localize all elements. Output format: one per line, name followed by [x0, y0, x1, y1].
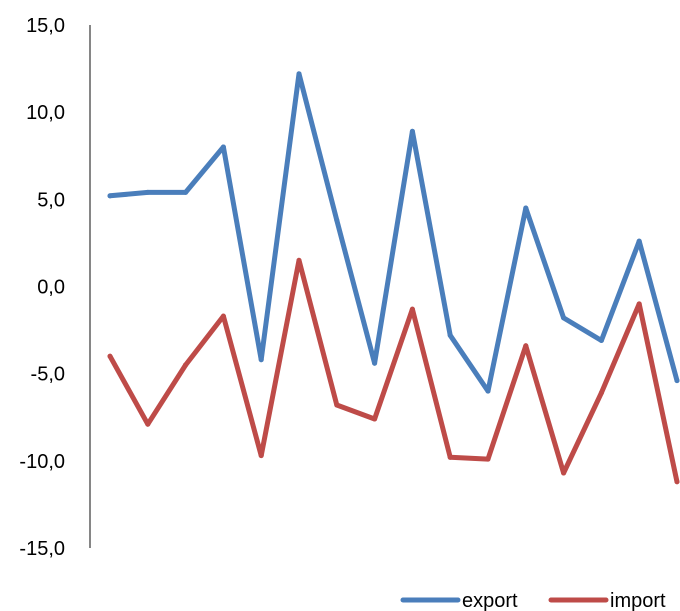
data-point-import — [637, 301, 642, 306]
data-point-import — [221, 314, 226, 319]
data-point-import — [145, 422, 150, 427]
data-point-export — [410, 129, 415, 134]
legend-item-import: import — [551, 590, 666, 611]
data-point-export — [637, 239, 642, 244]
data-point-export — [297, 71, 302, 76]
data-point-export — [486, 389, 491, 394]
y-tick-label: 0,0 — [37, 277, 65, 299]
data-point-import — [297, 258, 302, 263]
data-point-import — [259, 453, 264, 458]
data-point-export — [599, 338, 604, 343]
data-point-import — [486, 457, 491, 462]
series-line-import — [110, 260, 677, 482]
legend-item-export: export — [403, 590, 518, 611]
series-line-export — [110, 74, 677, 391]
y-axis: 15,0 10,0 5,0 0,0 -5,0 -10,0 -15,0 — [19, 15, 90, 560]
legend-label-export: export — [462, 590, 518, 611]
data-point-import — [334, 403, 339, 408]
y-tick-label: -5,0 — [31, 364, 65, 386]
legend-label-import: import — [610, 590, 666, 611]
data-point-export — [523, 206, 528, 211]
y-tick-label: 5,0 — [37, 189, 65, 211]
y-tick-label: -10,0 — [19, 451, 65, 473]
data-point-import — [675, 479, 680, 484]
y-tick-label: -15,0 — [19, 538, 65, 560]
data-point-import — [448, 455, 453, 460]
series-lines — [108, 71, 680, 484]
data-point-export — [448, 333, 453, 338]
data-point-export — [372, 361, 377, 366]
data-point-export — [334, 218, 339, 223]
data-point-export — [108, 193, 113, 198]
y-tick-label: 10,0 — [26, 102, 65, 124]
data-point-import — [108, 354, 113, 359]
data-point-export — [183, 190, 188, 195]
data-point-import — [561, 471, 566, 476]
data-point-export — [561, 315, 566, 320]
data-point-import — [372, 416, 377, 421]
data-point-import — [599, 390, 604, 395]
data-point-export — [675, 378, 680, 383]
data-point-import — [410, 307, 415, 312]
data-point-export — [221, 145, 226, 150]
data-point-import — [523, 343, 528, 348]
data-point-export — [145, 190, 150, 195]
legend: export import — [403, 590, 666, 611]
data-point-export — [259, 357, 264, 362]
y-tick-label: 15,0 — [26, 15, 65, 37]
data-point-import — [183, 362, 188, 367]
